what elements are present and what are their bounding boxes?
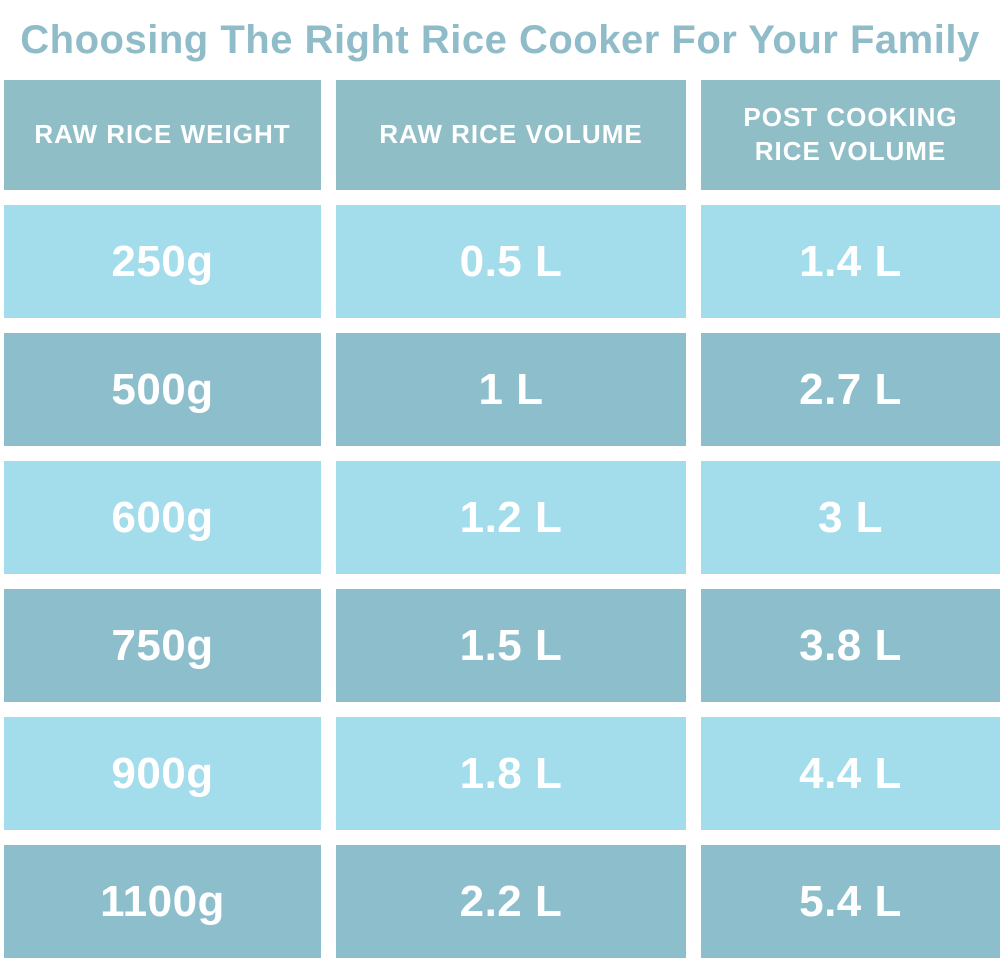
header-post-cooking-rice-volume: POST COOKING RICE VOLUME: [701, 80, 1000, 190]
raw-volume-cell: 2.2 L: [336, 845, 686, 958]
header-label: RAW RICE WEIGHT: [34, 119, 291, 150]
cooked-volume-cell: 1.4 L: [701, 205, 1000, 318]
raw-volume-cell: 0.5 L: [336, 205, 686, 318]
header-raw-rice-weight: RAW RICE WEIGHT: [4, 80, 321, 190]
header-label: RAW RICE VOLUME: [379, 119, 643, 150]
weight-cell: 600g: [4, 461, 321, 574]
weight-cell: 1100g: [4, 845, 321, 958]
raw-volume-cell: 1.8 L: [336, 717, 686, 830]
header-label: POST COOKING RICE VOLUME: [743, 102, 958, 166]
weight-cell: 250g: [4, 205, 321, 318]
cooked-volume-cell: 2.7 L: [701, 333, 1000, 446]
cooked-volume-cell: 3.8 L: [701, 589, 1000, 702]
weight-cell: 900g: [4, 717, 321, 830]
header-raw-rice-volume: RAW RICE VOLUME: [336, 80, 686, 190]
cooked-volume-cell: 4.4 L: [701, 717, 1000, 830]
page-title: Choosing The Right Rice Cooker For Your …: [20, 17, 980, 62]
raw-volume-cell: 1.5 L: [336, 589, 686, 702]
weight-cell: 750g: [4, 589, 321, 702]
cooked-volume-cell: 5.4 L: [701, 845, 1000, 958]
cooked-volume-cell: 3 L: [701, 461, 1000, 574]
rice-cooker-table: RAW RICE WEIGHT RAW RICE VOLUME POST COO…: [0, 80, 1000, 958]
raw-volume-cell: 1 L: [336, 333, 686, 446]
weight-cell: 500g: [4, 333, 321, 446]
raw-volume-cell: 1.2 L: [336, 461, 686, 574]
